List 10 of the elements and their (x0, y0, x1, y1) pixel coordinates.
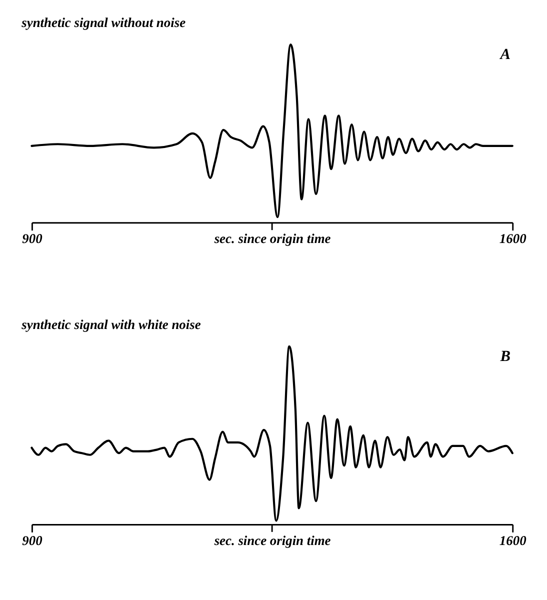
x-axis-title: sec. since origin time (213, 231, 331, 246)
annotation: B (499, 348, 510, 365)
chart-title: synthetic signal with white noise (20, 316, 201, 332)
x-axis-title: sec. since origin time (213, 532, 331, 548)
x-tick-label: 1600 (499, 231, 527, 246)
x-tick-label: 1600 (499, 532, 527, 548)
annotation: A (499, 46, 510, 63)
chart-title: synthetic signal without noise (20, 15, 186, 30)
x-tick-label: 900 (22, 231, 43, 246)
x-tick-label: 900 (22, 532, 43, 548)
